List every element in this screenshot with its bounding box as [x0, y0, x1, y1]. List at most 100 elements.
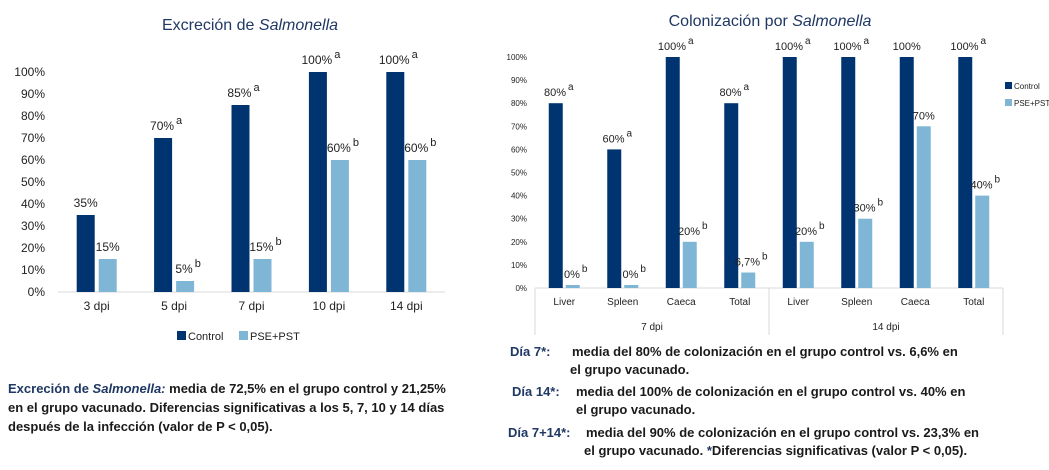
colonization-title-italic: Salmonella — [792, 13, 872, 30]
data-label: 70% a — [150, 115, 183, 133]
legend-label-pse-pst: PSE+PST — [1014, 99, 1049, 108]
y-tick-label: 70% — [21, 131, 45, 145]
bar-control — [724, 103, 739, 288]
bar-pse-pst — [253, 259, 272, 292]
colonization-note-day7-14: Día 7+14*: media del 90% de colonización… — [508, 424, 1048, 460]
x-tick-label: Liver — [553, 297, 575, 308]
bar-pse-pst — [741, 272, 756, 288]
y-tick-label: 90% — [511, 76, 527, 85]
y-tick-label: 30% — [21, 219, 45, 233]
bar-pse-pst — [916, 126, 931, 288]
data-label: 60% a — [602, 128, 632, 145]
bar-control — [154, 138, 173, 292]
group-label: 14 dpi — [872, 322, 899, 333]
y-tick-label: 60% — [511, 145, 527, 154]
bar-control — [607, 149, 622, 288]
y-tick-label: 100% — [14, 65, 45, 79]
x-tick-label: 10 dpi — [313, 299, 346, 313]
note-day7-14-label: Día 7+14*: — [508, 425, 571, 440]
legend-swatch-pse-pst — [239, 331, 248, 340]
x-tick-label: Liver — [787, 297, 809, 308]
data-label: 100% a — [950, 36, 986, 53]
data-label: 85% a — [227, 82, 260, 100]
legend-swatch-control — [177, 331, 186, 340]
data-label: 60% b — [327, 137, 359, 155]
y-tick-label: 40% — [21, 197, 45, 211]
excretion-summary-line1: Excreción de Salmonella: media de 72,5% … — [8, 381, 446, 396]
y-tick-label: 80% — [511, 99, 527, 108]
y-tick-label: 80% — [21, 109, 45, 123]
y-tick-label: 90% — [21, 87, 45, 101]
data-label: 6,7% b — [735, 252, 768, 269]
note-day7-line2: el grupo vacunado. — [570, 362, 690, 377]
x-tick-label: Spleen — [607, 297, 638, 308]
bar-control — [548, 103, 563, 288]
bar-control — [958, 57, 973, 288]
y-tick-label: 10% — [511, 261, 527, 270]
data-label: 80% a — [544, 82, 574, 99]
excretion-title-italic: Salmonella — [258, 17, 339, 34]
x-tick-label: Total — [729, 297, 750, 308]
data-label: 100% — [893, 41, 921, 53]
x-tick-label: 14 dpi — [390, 299, 423, 313]
x-tick-label: 7 dpi — [238, 299, 264, 313]
bar-control — [76, 215, 95, 292]
bar-control — [231, 105, 250, 292]
note-day7-14-line2: el grupo vacunado. *Diferencias signific… — [584, 443, 968, 458]
data-label: 60% b — [404, 137, 436, 155]
data-label: 0% b — [564, 264, 588, 281]
bar-pse-pst — [799, 241, 814, 288]
data-label: 15% b — [249, 236, 281, 254]
y-tick-label: 70% — [511, 122, 527, 131]
footnote-star: * — [706, 443, 712, 458]
x-tick-label: Total — [963, 297, 984, 308]
legend-label-pse-pst: PSE+PST — [250, 331, 300, 343]
note-day7-line1: media del 80% de colonización en el grup… — [572, 344, 958, 359]
bar-pse-pst — [330, 160, 349, 292]
excretion-summary-line2: en el grupo vacunado. Diferencias signif… — [8, 400, 445, 415]
data-label: 100% a — [379, 49, 419, 67]
y-tick-label: 60% — [21, 153, 45, 167]
data-label: 30% b — [853, 198, 883, 215]
y-tick-label: 100% — [507, 53, 527, 62]
bar-control — [899, 57, 914, 288]
excretion-summary: Excreción de Salmonella: media de 72,5% … — [8, 379, 503, 436]
note-day7-label: Día 7*: — [510, 344, 551, 359]
excretion-chart-title: Excreción de Salmonella — [150, 17, 350, 35]
group-label: 7 dpi — [641, 322, 663, 333]
excretion-summary-label: Excreción de Salmonella: — [8, 381, 166, 396]
legend-swatch-pse-pst — [1005, 99, 1012, 106]
note-day14-label: Día 14*: — [512, 384, 560, 399]
y-tick-label: 50% — [511, 169, 527, 178]
x-tick-label: 3 dpi — [84, 299, 110, 313]
colonization-note-day14: Día 14*: media del 100% de colonización … — [512, 383, 1042, 419]
data-label: 100% a — [775, 36, 811, 53]
legend-label-control: Control — [188, 331, 223, 343]
y-tick-label: 40% — [511, 192, 527, 201]
bar-pse-pst — [858, 218, 873, 288]
bar-control — [308, 72, 327, 292]
bar-pse-pst — [682, 241, 697, 288]
legend-label-control: Control — [1014, 82, 1040, 91]
colonization-title-text: Colonización por — [668, 13, 793, 30]
bar-pse-pst — [624, 285, 639, 288]
data-label: 100% a — [301, 49, 341, 67]
bar-pse-pst — [565, 285, 580, 288]
y-tick-label: 0% — [28, 285, 46, 299]
colonization-note-day7: Día 7*: media del 80% de colonización en… — [510, 343, 1040, 379]
bar-control — [841, 57, 856, 288]
y-tick-label: 20% — [21, 241, 45, 255]
legend-swatch-control — [1005, 82, 1012, 89]
colonization-chart-title: Colonización por Salmonella — [650, 13, 890, 31]
data-label: 80% a — [719, 82, 749, 99]
data-label: 100% a — [658, 36, 694, 53]
y-tick-label: 20% — [511, 238, 527, 247]
data-label: 100% a — [833, 36, 869, 53]
x-tick-label: Caeca — [667, 297, 696, 308]
data-label: 20% b — [678, 221, 708, 238]
data-label: 70% — [913, 110, 935, 122]
data-label: 15% — [96, 240, 120, 254]
data-label: 40% b — [970, 175, 1000, 192]
note-day7-14-line1: media del 90% de colonización en el grup… — [586, 425, 979, 440]
